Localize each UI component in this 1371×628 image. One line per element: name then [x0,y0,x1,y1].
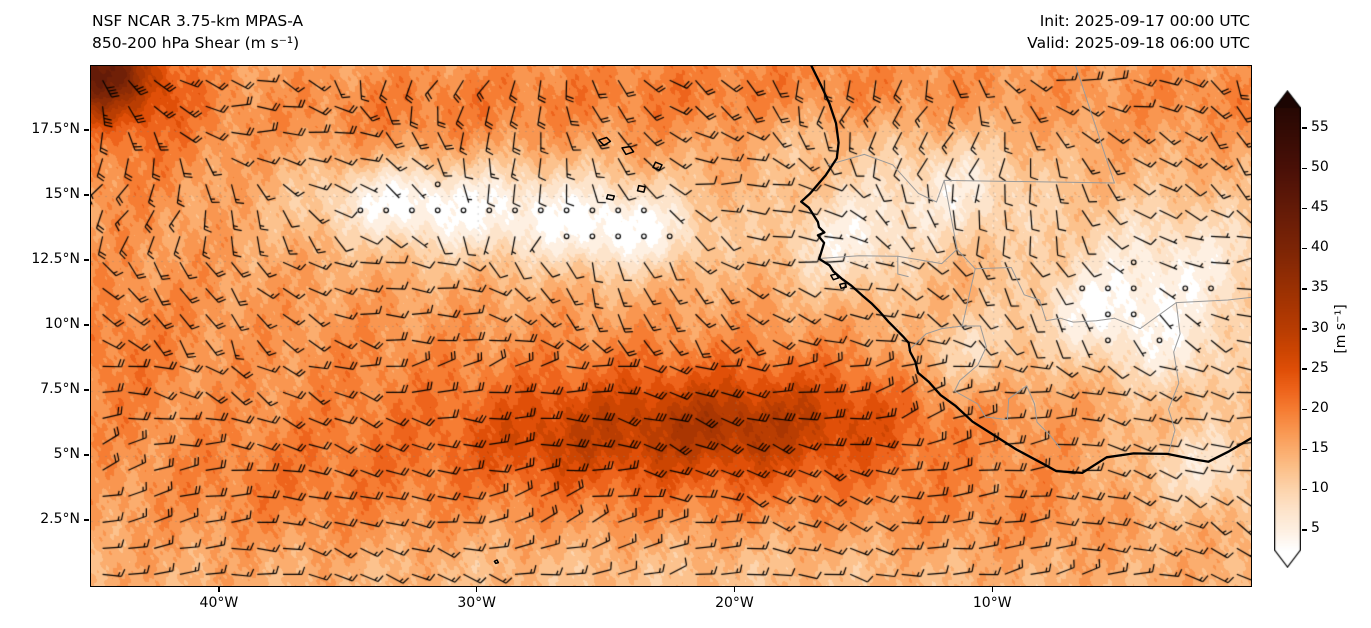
geo-path [1075,66,1115,184]
x-tick-label: 40°W [199,595,239,611]
colorbar-tick-label: 40 [1311,239,1329,256]
colorbar-tick-label: 30 [1311,319,1329,336]
colorbar-tick-label: 55 [1311,118,1329,135]
coastline-overlay [493,66,1251,565]
x-tick [991,587,993,592]
geo-path [897,248,958,265]
geo-path [621,145,635,156]
geo-path [820,255,909,278]
colorbar-tick [1302,288,1307,290]
colorbar-tick [1302,127,1307,129]
y-tick [84,259,89,261]
y-tick-label: 17.5°N [31,121,80,137]
init-time: Init: 2025-09-17 00:00 UTC [1039,12,1250,30]
colorbar-tick [1302,207,1307,210]
geo-path [652,161,663,171]
colorbar-tick-label: 35 [1311,279,1329,296]
y-tick-label: 2.5°N [40,511,80,527]
geo-path [839,282,848,290]
y-tick [84,194,89,196]
colorbar-tick [1302,247,1307,250]
geo-path [827,153,1115,203]
colorbar-tick-label: 10 [1311,480,1329,497]
colorbar-tick-label: 15 [1311,440,1329,457]
colorbar-gradient [1274,90,1301,568]
geo-path [636,184,646,193]
y-tick [84,129,89,131]
geo-path [954,325,1061,449]
colorbar-tick-label: 5 [1311,520,1320,537]
plot-title-line2: 850-200 hPa Shear (m s⁻¹) [92,34,300,52]
x-tick [218,587,220,592]
colorbar-tick-label: 20 [1311,399,1329,416]
time-block: Init: 2025-09-17 00:00 UTC Valid: 2025-0… [1027,10,1250,54]
geo-path [605,193,616,201]
y-tick-label: 15°N [44,186,80,202]
geo-path [1113,296,1251,330]
y-tick [84,324,89,326]
colorbar-tick [1302,489,1307,491]
geo-path [1168,302,1181,454]
x-tick-label: 20°W [715,595,754,611]
colorbar-axis-label: [m s⁻¹] [1333,304,1349,354]
colorbar-tick [1302,448,1307,451]
map-panel [90,65,1252,587]
colorbar-tick [1302,368,1307,370]
x-tick [733,587,736,592]
colorbar-tick [1302,328,1307,330]
wind-barbs-canvas [91,66,1251,586]
colorbar-tick-label: 45 [1311,198,1329,215]
colorbar-tick [1302,167,1307,169]
y-tick [84,389,89,391]
y-tick-label: 12.5°N [31,251,80,267]
geo-path [943,179,1115,323]
colorbar-tick-label: 50 [1311,158,1329,175]
geo-path [598,136,612,147]
colorbar-tick [1302,529,1307,531]
y-tick-label: 5°N [53,446,80,462]
geo-path [493,559,500,565]
x-tick [475,587,478,592]
y-tick-label: 10°N [44,316,80,332]
y-tick [84,454,89,456]
plot-title-line1: NSF NCAR 3.75-km MPAS-A [92,12,304,30]
x-tick-label: 30°W [457,595,496,611]
y-tick [84,519,89,521]
geo-path [907,268,976,352]
geo-path [800,66,1251,475]
colorbar-tick [1302,408,1307,411]
colorbar: 5 10 15 20 25 30 35 40 45 50 55 [1274,90,1371,568]
colorbar-tick-label: 25 [1311,359,1329,376]
title-block: NSF NCAR 3.75-km MPAS-A 850-200 hPa Shea… [92,10,303,54]
geo-path [830,273,840,281]
valid-time: Valid: 2025-09-18 06:00 UTC [1027,34,1250,52]
y-tick-label: 7.5°N [40,381,80,397]
x-tick-label: 10°W [972,595,1012,611]
